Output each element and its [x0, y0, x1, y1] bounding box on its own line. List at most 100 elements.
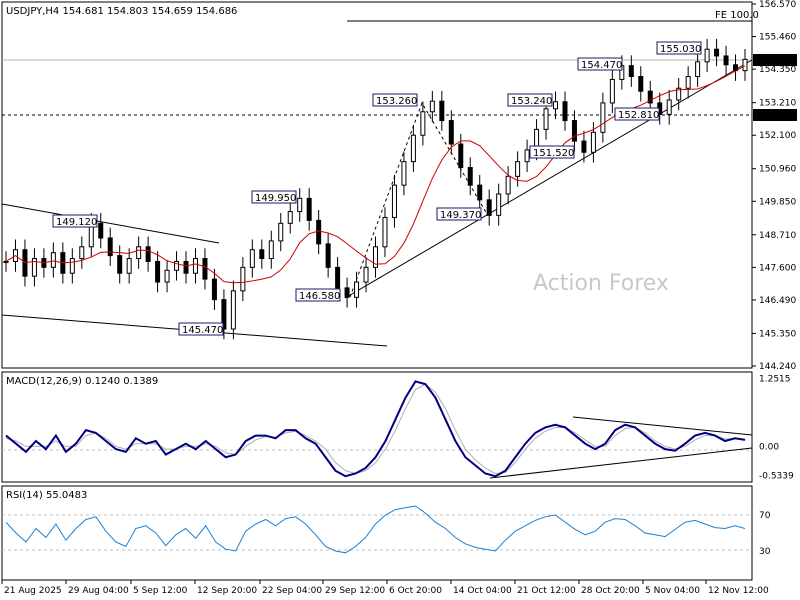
- candle-body: [136, 246, 142, 260]
- candle-body: [155, 260, 161, 283]
- price-label: 154.470: [581, 60, 622, 71]
- candle-body: [268, 240, 274, 260]
- price-label: 146.580: [299, 291, 340, 302]
- time-tick-label: 12 Sep 20:00: [197, 586, 257, 596]
- candle-body: [344, 287, 350, 298]
- time-tick-label: 5 Sep 12:00: [133, 586, 188, 596]
- candle-body: [590, 131, 596, 153]
- time-tick-label: 21 Oct 12:00: [517, 586, 576, 596]
- candle-body: [79, 246, 85, 260]
- price-label: 152.810: [618, 110, 659, 121]
- price-tick-label: 152.100: [759, 131, 796, 141]
- candle-body: [448, 120, 454, 145]
- price-tick-label: 150.960: [759, 165, 796, 175]
- price-tick-label: 148.710: [759, 231, 796, 241]
- candle-body: [609, 78, 615, 104]
- time-tick-label: 28 Oct 20:00: [581, 586, 640, 596]
- candle-body: [695, 61, 701, 78]
- candle-body: [335, 266, 341, 289]
- price-tick-label: 149.850: [759, 197, 796, 207]
- candle-body: [306, 197, 312, 221]
- price-label-box: [656, 41, 702, 55]
- candle-body: [249, 249, 255, 268]
- candle-body: [467, 167, 473, 186]
- candle-body: [354, 281, 360, 298]
- price-tick-label: 154.350: [759, 65, 796, 75]
- price-label-box: [251, 190, 297, 204]
- rising-trendline: [344, 59, 753, 299]
- candle-body: [107, 237, 113, 257]
- macd-label: MACD(12,26,9) 0.1240 0.1389: [6, 376, 158, 387]
- candle-body: [638, 76, 644, 92]
- candle-body: [174, 260, 180, 271]
- candle-body: [477, 184, 483, 201]
- price-label: 145.470: [182, 325, 223, 336]
- candle-body: [714, 48, 720, 57]
- price-tick-label: 153.210: [759, 99, 796, 109]
- candle-body: [571, 120, 577, 142]
- candle-body: [391, 184, 397, 218]
- rsi-axis: 70 30: [759, 511, 771, 557]
- time-axis: 21 Aug 2025 29 Aug 04:00 5 Sep 12:00 12 Sep…: [1, 580, 769, 596]
- price-labels: 149.120 145.470 149.950 146.580 153.260 149.3…: [52, 41, 702, 336]
- candle-body: [259, 249, 265, 260]
- candle-body: [316, 219, 322, 245]
- price-label: 151.520: [533, 148, 574, 159]
- candle-body: [562, 101, 568, 122]
- macd-panel: [1, 371, 753, 483]
- candle-body: [297, 197, 303, 213]
- rsi-panel: [1, 485, 753, 581]
- candle-body: [211, 278, 217, 301]
- rsi-line: [5, 505, 746, 554]
- time-tick-label: 22 Sep 04:00: [262, 586, 322, 596]
- candle-body: [581, 140, 587, 153]
- candle-body: [410, 134, 416, 163]
- candle-body: [287, 211, 293, 224]
- candle-body: [676, 87, 682, 101]
- candle-body: [69, 258, 75, 274]
- candle-body: [723, 55, 729, 66]
- current-price-text: 154.686: [756, 56, 793, 66]
- candle-body: [429, 100, 435, 113]
- candle-body: [230, 290, 236, 330]
- candle-body: [543, 108, 549, 130]
- price-label: 153.260: [376, 96, 417, 107]
- current-price-box: [753, 54, 797, 66]
- candle-body: [742, 58, 748, 72]
- price-label: 149.370: [440, 210, 481, 221]
- candle-body: [505, 175, 511, 195]
- price-label-box: [577, 57, 623, 71]
- candle-body: [647, 90, 653, 104]
- macd-tick-label: 1.2515: [759, 375, 791, 385]
- time-tick-label: 5 Nov 04:00: [645, 586, 700, 596]
- candle-body: [515, 161, 521, 177]
- chart-title: USDJPY,H4 154.681 154.803 154.659 154.68…: [6, 6, 237, 17]
- price-label-box: [614, 107, 660, 121]
- time-tick-label: 29 Aug 04:00: [68, 586, 129, 596]
- candle-body: [628, 65, 634, 78]
- candle-body: [486, 199, 492, 216]
- time-tick-label: 6 Oct 20:00: [389, 586, 442, 596]
- candle-body: [240, 266, 246, 292]
- candle-body: [373, 246, 378, 268]
- price-label: 149.120: [56, 217, 97, 228]
- candle-body: [685, 76, 691, 89]
- price-tick-label: 155.460: [759, 33, 796, 43]
- candle-body: [458, 143, 464, 169]
- candle-body: [221, 299, 227, 330]
- rsi-label: RSI(14) 55.0483: [6, 490, 87, 501]
- candle-body: [126, 258, 132, 274]
- macd-trend-lower: [489, 447, 753, 479]
- price-tick-label: 144.240: [759, 362, 796, 372]
- macd-line: [5, 380, 746, 478]
- candle-body: [704, 48, 710, 63]
- time-tick-label: 12 Nov 12:00: [708, 586, 769, 596]
- price-label: 153.240: [511, 96, 552, 107]
- candle-body: [3, 260, 9, 263]
- candle-body: [524, 149, 530, 163]
- price-label-box: [507, 93, 553, 107]
- macd-trend-upper: [572, 416, 753, 436]
- level-text: 152.810: [756, 111, 793, 121]
- price-label: 155.030: [660, 44, 701, 55]
- price-label-box: [178, 322, 224, 336]
